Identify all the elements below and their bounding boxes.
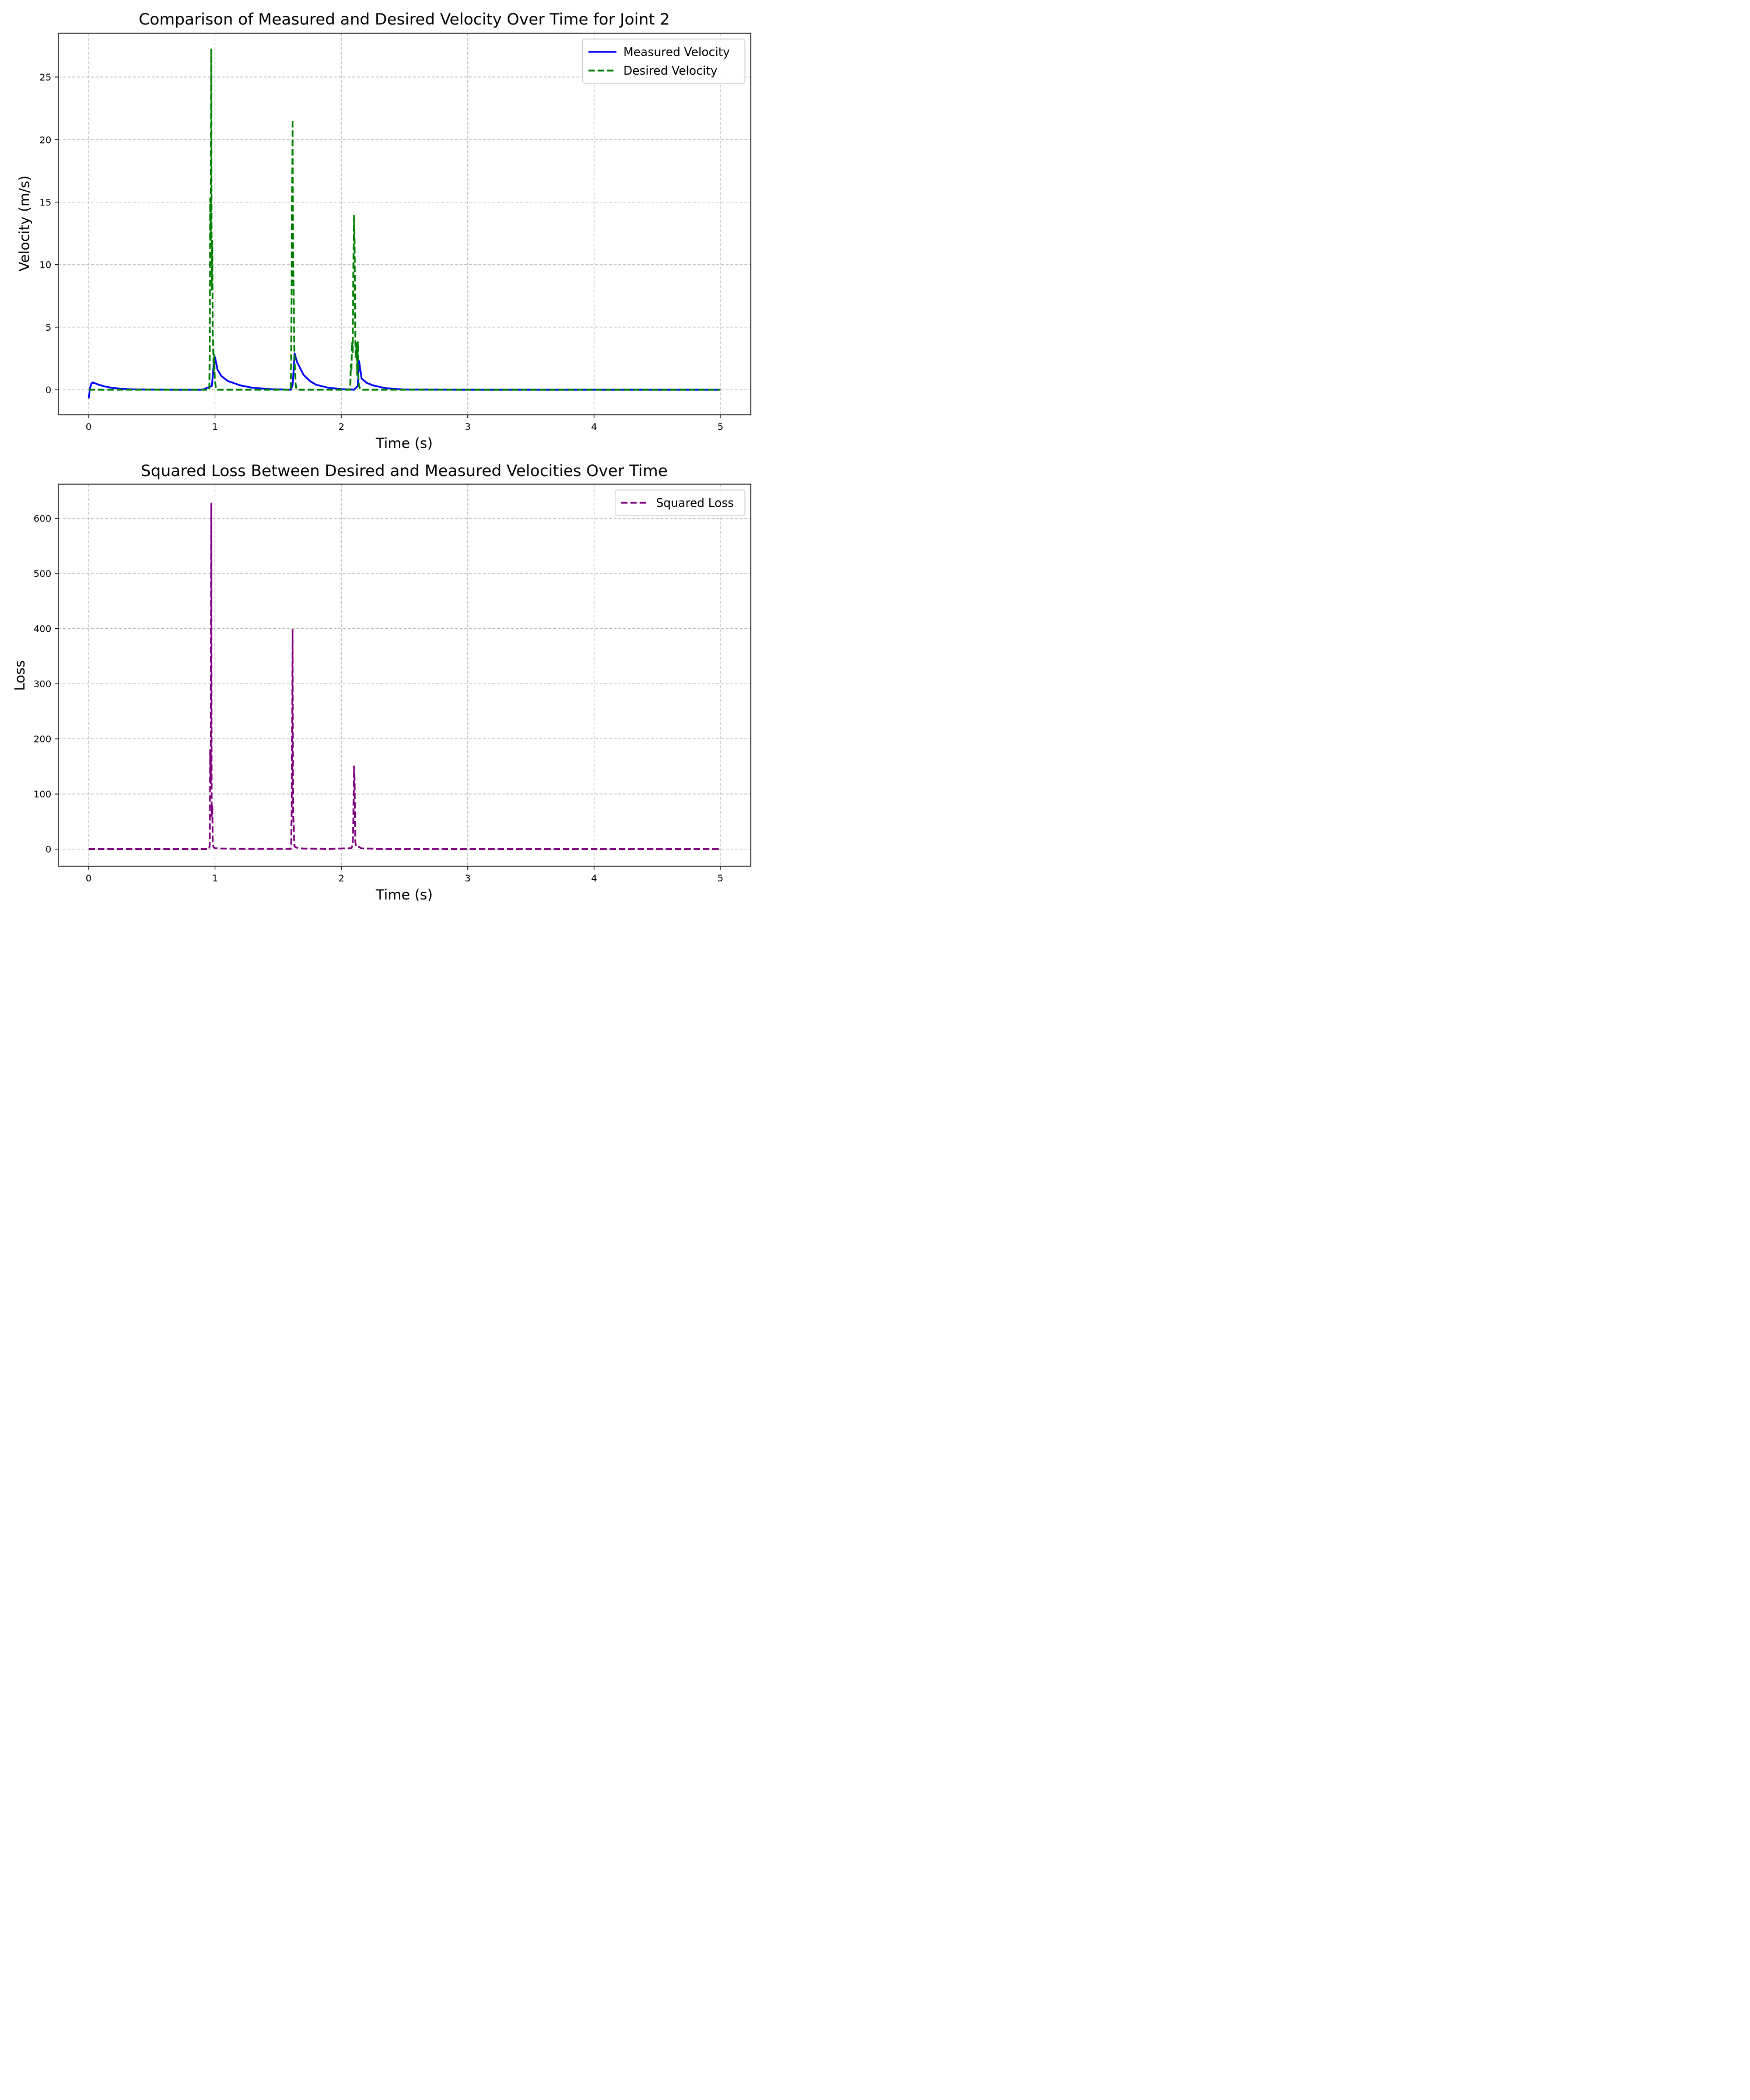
velocity-chart-y-axis: 0 5 10 15 20 25	[40, 72, 58, 396]
velocity-chart-y-tick-label-0: 0	[46, 384, 51, 396]
velocity-chart-x-axis-label: Time (s)	[375, 435, 433, 452]
loss-chart-x-tick-label-5: 5	[718, 873, 723, 884]
velocity-chart-x-tick-label-4: 4	[591, 421, 597, 432]
velocity-chart-legend: Measured Velocity Desired Velocity	[582, 38, 746, 84]
loss-chart-legend-label-0: Squared Loss	[656, 496, 734, 510]
loss-chart-y-axis-label: Loss	[12, 660, 28, 691]
loss-chart-legend-box	[614, 489, 746, 516]
velocity-chart-legend-label-0: Measured Velocity	[624, 45, 730, 59]
velocity-chart-series-layer	[88, 48, 721, 399]
figure: Comparison of Measured and Desired Veloc…	[0, 0, 762, 915]
velocity-chart-x-axis: 0 1 2 3 4 5	[86, 415, 723, 432]
velocity-chart-y-tick-label-2: 10	[40, 260, 51, 271]
loss-chart: Squared Loss Between Desired and Measure…	[12, 462, 751, 903]
loss-chart-series-squared-loss	[88, 502, 721, 850]
velocity-chart-series-measured-velocity	[88, 352, 721, 399]
loss-chart-x-tick-label-2: 2	[338, 873, 344, 884]
loss-chart-y-tick-label-0: 0	[46, 844, 51, 855]
loss-chart-y-tick-label-5: 500	[33, 568, 51, 579]
loss-chart-y-tick-label-1: 100	[33, 789, 51, 800]
velocity-chart-legend-label-1: Desired Velocity	[624, 64, 718, 78]
loss-chart-y-tick-label-6: 600	[33, 513, 51, 524]
loss-chart-y-tick-label-2: 200	[33, 734, 51, 745]
velocity-chart-x-tick-label-0: 0	[86, 421, 92, 432]
velocity-chart-title: Comparison of Measured and Desired Veloc…	[139, 10, 670, 29]
loss-chart-title: Squared Loss Between Desired and Measure…	[141, 462, 667, 480]
velocity-chart-x-tick-label-3: 3	[465, 421, 471, 432]
loss-chart-x-tick-label-3: 3	[465, 873, 471, 884]
velocity-chart-y-tick-label-3: 15	[40, 197, 51, 208]
loss-chart-x-axis: 0 1 2 3 4 5	[86, 866, 723, 884]
loss-chart-grid	[58, 484, 751, 866]
velocity-chart: Comparison of Measured and Desired Veloc…	[16, 10, 751, 452]
velocity-chart-y-axis-label: Velocity (m/s)	[16, 176, 33, 271]
velocity-chart-legend-box	[582, 38, 746, 84]
loss-chart-series-layer	[88, 502, 721, 850]
velocity-chart-y-tick-label-5: 25	[40, 72, 51, 83]
loss-chart-y-axis: 0 100 200 300 400 500 600	[33, 513, 58, 855]
loss-chart-y-tick-label-4: 400	[33, 624, 51, 635]
velocity-chart-series-desired-velocity	[88, 48, 721, 391]
loss-chart-x-tick-label-0: 0	[86, 873, 92, 884]
velocity-chart-x-tick-label-5: 5	[718, 421, 723, 432]
velocity-chart-y-tick-label-1: 5	[46, 322, 51, 333]
figure-background	[0, 0, 762, 915]
loss-chart-x-tick-label-1: 1	[212, 873, 218, 884]
velocity-chart-grid	[58, 33, 751, 415]
velocity-chart-x-tick-label-1: 1	[212, 421, 218, 432]
loss-chart-legend: Squared Loss	[614, 489, 746, 516]
loss-chart-y-tick-label-3: 300	[33, 678, 51, 690]
loss-chart-x-axis-label: Time (s)	[375, 887, 433, 903]
velocity-chart-x-tick-label-2: 2	[338, 421, 344, 432]
loss-chart-frame	[58, 484, 751, 867]
velocity-chart-y-tick-label-4: 20	[40, 134, 51, 145]
velocity-chart-frame	[58, 33, 751, 415]
loss-chart-x-tick-label-4: 4	[591, 873, 597, 884]
